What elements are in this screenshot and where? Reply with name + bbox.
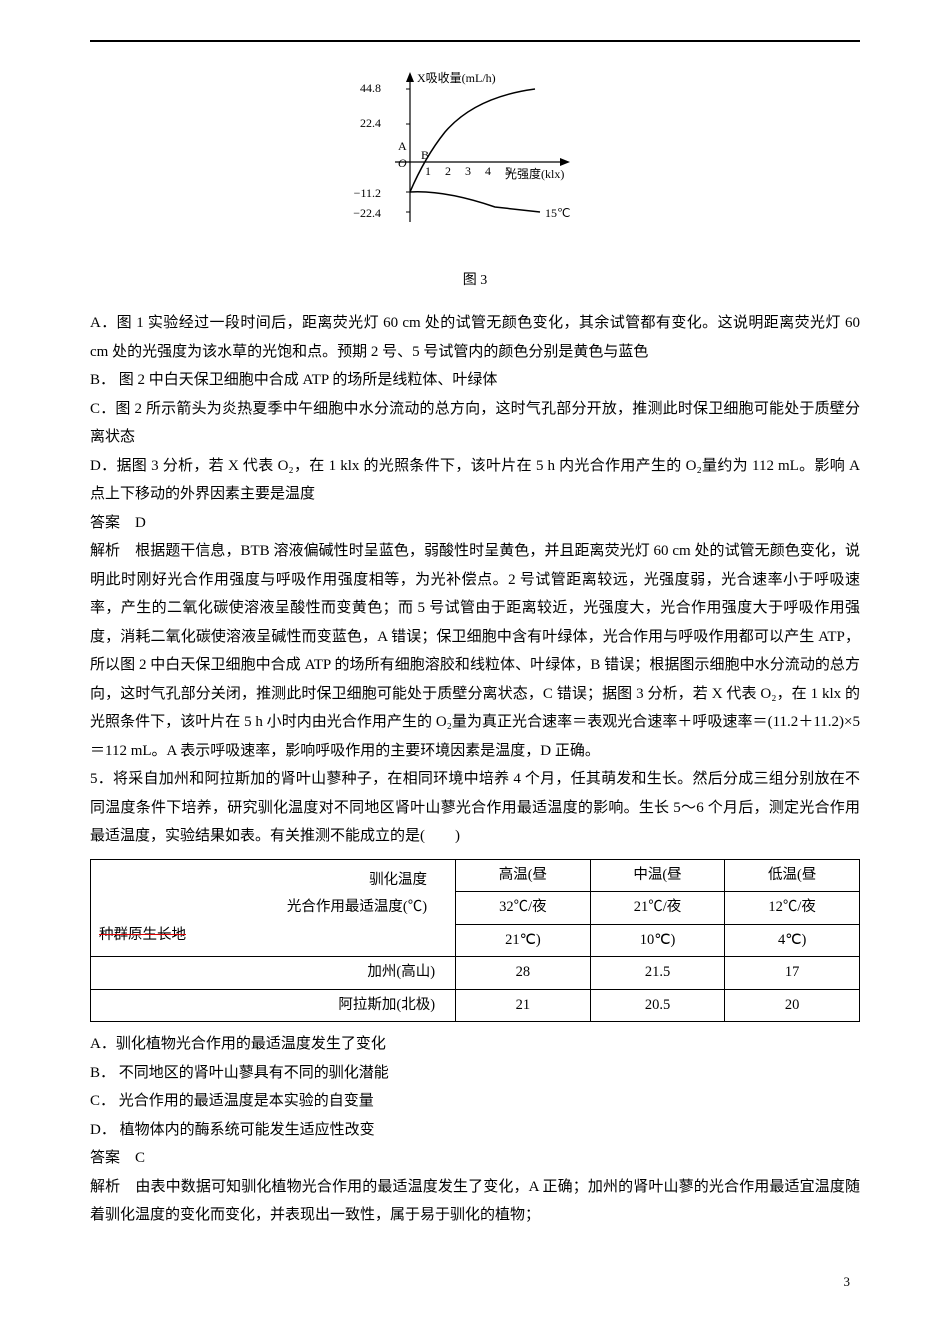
answer5-label: 答案 C — [90, 1144, 860, 1173]
page-number: 3 — [90, 1270, 860, 1295]
svg-text:1: 1 — [425, 164, 431, 178]
question5-after: A．驯化植物光合作用的最适温度发生了变化 B． 不同地区的肾叶山蓼具有不同的驯化… — [90, 1030, 860, 1230]
col-mid-3: 10℃) — [590, 924, 725, 957]
y-label: X吸收量(mL/h) — [417, 71, 496, 85]
chart-caption: 图 3 — [90, 268, 860, 295]
table-row: 驯化温度 光合作用最适温度(℃) 种群原生长地 高温(昼 中温(昼 低温(昼 — [91, 859, 860, 892]
col-high-2: 32℃/夜 — [456, 892, 591, 925]
svg-text:B: B — [421, 148, 429, 162]
svg-text:A: A — [398, 139, 407, 153]
option5-c: C． 光合作用的最适温度是本实验的自变量 — [90, 1087, 860, 1116]
table-row: 阿拉斯加(北极) 21 20.5 20 — [91, 989, 860, 1022]
r1-high: 28 — [456, 957, 591, 990]
r2-label: 阿拉斯加(北极) — [91, 989, 456, 1022]
svg-text:3: 3 — [465, 164, 471, 178]
temp-label: 15℃ — [545, 206, 570, 220]
col-mid-2: 21℃/夜 — [590, 892, 725, 925]
table-diag-bottom: 种群原生长地 — [99, 922, 447, 950]
option-b: B． 图 2 中白天保卫细胞中合成 ATP 的场所是线粒体、叶绿体 — [90, 366, 860, 395]
col-low-3: 4℃) — [725, 924, 860, 957]
r2-high: 21 — [456, 989, 591, 1022]
svg-text:4: 4 — [485, 164, 491, 178]
data-table: 驯化温度 光合作用最适温度(℃) 种群原生长地 高温(昼 中温(昼 低温(昼 3… — [90, 859, 860, 1023]
svg-text:44.8: 44.8 — [360, 81, 381, 95]
question5-stem: 5．将采自加州和阿拉斯加的肾叶山蓼种子，在相同环境中培养 4 个月，任其萌发和生… — [90, 765, 860, 851]
svg-text:22.4: 22.4 — [360, 116, 381, 130]
col-high-3: 21℃) — [456, 924, 591, 957]
option5-d: D． 植物体内的酶系统可能发生适应性改变 — [90, 1116, 860, 1145]
chart-figure-3: X吸收量(mL/h) 光强度(klx) 44.8 22.4 −11.2 −22.… — [90, 62, 860, 294]
option-a: A．图 1 实验经过一段时间后，距离荧光灯 60 cm 处的试管无颜色变化，其余… — [90, 309, 860, 366]
r1-mid: 21.5 — [590, 957, 725, 990]
r2-mid: 20.5 — [590, 989, 725, 1022]
chart-svg: X吸收量(mL/h) 光强度(klx) 44.8 22.4 −11.2 −22.… — [335, 62, 615, 252]
x-label: 光强度(klx) — [505, 166, 564, 181]
col-high-1: 高温(昼 — [456, 859, 591, 892]
svg-text:−22.4: −22.4 — [353, 206, 381, 220]
r2-low: 20 — [725, 989, 860, 1022]
question4-options: A．图 1 实验经过一段时间后，距离荧光灯 60 cm 处的试管无颜色变化，其余… — [90, 309, 860, 851]
svg-text:−11.2: −11.2 — [354, 186, 381, 200]
option-c: C．图 2 所示箭头为炎热夏季中午细胞中水分流动的总方向，这时气孔部分开放，推测… — [90, 395, 860, 452]
top-rule — [90, 40, 860, 42]
svg-text:2: 2 — [445, 164, 451, 178]
r1-low: 17 — [725, 957, 860, 990]
col-low-1: 低温(昼 — [725, 859, 860, 892]
col-low-2: 12℃/夜 — [725, 892, 860, 925]
option5-a: A．驯化植物光合作用的最适温度发生了变化 — [90, 1030, 860, 1059]
table-row: 加州(高山) 28 21.5 17 — [91, 957, 860, 990]
table-diag-top1: 驯化温度 — [99, 867, 447, 895]
answer4-label: 答案 D — [90, 509, 860, 538]
option5-b: B． 不同地区的肾叶山蓼具有不同的驯化潜能 — [90, 1059, 860, 1088]
r1-label: 加州(高山) — [91, 957, 456, 990]
svg-text:O: O — [398, 156, 407, 170]
svg-text:5: 5 — [505, 164, 511, 178]
table-diag-top2: 光合作用最适温度(℃) — [99, 894, 447, 922]
answer4-analysis: 解析 根据题干信息，BTB 溶液偏碱性时呈蓝色，弱酸性时呈黄色，并且距离荧光灯 … — [90, 537, 860, 765]
answer5-analysis: 解析 由表中数据可知驯化植物光合作用的最适温度发生了变化，A 正确；加州的肾叶山… — [90, 1173, 860, 1230]
option-d: D．据图 3 分析，若 X 代表 O₂，在 1 klx 的光照条件下，该叶片在 … — [90, 452, 860, 509]
col-mid-1: 中温(昼 — [590, 859, 725, 892]
